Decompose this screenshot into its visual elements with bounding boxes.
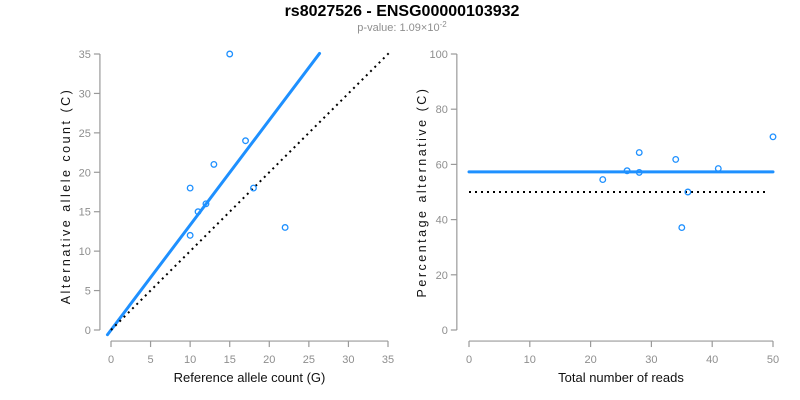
figure-subtitle: p-value: 1.09×10-2 xyxy=(357,20,447,34)
data-point xyxy=(672,155,680,163)
left-scatter-plot: 0 5 10 15 20 25 30 35 0 5 10 15 20 25 30 35 xyxy=(79,49,394,366)
x-tick-label: 40 xyxy=(706,354,718,366)
data-point xyxy=(194,208,202,216)
x-tick-label: 0 xyxy=(108,354,114,366)
y-tick-label: 25 xyxy=(79,128,91,140)
left-y-axis-title: Alternative allele count (C) xyxy=(59,88,73,305)
y-tick-label: 40 xyxy=(436,215,448,227)
figure-title: rs8027526 - ENSG00000103932 xyxy=(285,3,520,20)
y-tick-label: 0 xyxy=(442,325,448,337)
pvalue-text: p-value: 1.09×10 xyxy=(357,22,439,34)
data-point xyxy=(599,176,607,184)
y-tick-label: 80 xyxy=(436,104,448,116)
x-tick-label: 30 xyxy=(645,354,657,366)
y-tick-label: 20 xyxy=(79,167,91,179)
x-tick-label: 30 xyxy=(342,354,354,366)
data-point xyxy=(281,224,289,231)
right-x-axis-title: Total number of reads xyxy=(558,370,684,385)
x-tick-label: 10 xyxy=(184,354,196,366)
x-tick-label: 35 xyxy=(382,354,394,366)
x-tick-label: 10 xyxy=(524,354,536,366)
data-point xyxy=(186,231,194,239)
identity-line xyxy=(110,51,391,331)
x-tick-label: 50 xyxy=(767,354,779,366)
data-point xyxy=(635,168,643,176)
y-tick-label: 20 xyxy=(436,270,448,282)
right-scatter-plot: 0 20 40 60 80 100 0 10 20 30 40 50 xyxy=(429,49,779,366)
x-tick-label: 15 xyxy=(224,354,236,366)
y-tick-label: 5 xyxy=(85,286,91,298)
y-tick-label: 30 xyxy=(79,88,91,100)
data-point xyxy=(202,200,210,208)
y-tick-label: 0 xyxy=(85,325,91,337)
y-tick-label: 60 xyxy=(436,159,448,171)
data-point xyxy=(242,137,249,145)
right-y-axis-title: Percentage alternative (C) xyxy=(415,87,429,298)
data-point xyxy=(769,133,777,141)
regression-line xyxy=(105,51,322,337)
data-point xyxy=(678,224,686,232)
left-x-axis-title: Reference allele count (G) xyxy=(174,370,326,385)
x-tick-label: 5 xyxy=(148,354,154,366)
data-point xyxy=(623,167,631,175)
x-tick-label: 25 xyxy=(303,354,315,366)
data-point xyxy=(635,149,643,156)
y-tick-label: 100 xyxy=(429,49,447,61)
y-tick-label: 10 xyxy=(79,246,91,258)
data-point xyxy=(210,160,218,168)
data-point xyxy=(684,188,692,196)
data-point xyxy=(226,50,234,58)
y-tick-label: 15 xyxy=(79,207,91,219)
x-tick-label: 0 xyxy=(466,354,472,366)
x-tick-label: 20 xyxy=(263,354,275,366)
x-tick-label: 20 xyxy=(584,354,596,366)
y-tick-label: 35 xyxy=(79,49,91,61)
pvalue-exponent: -2 xyxy=(440,20,448,29)
data-point xyxy=(186,184,194,192)
data-point xyxy=(250,184,257,192)
data-point xyxy=(714,165,722,172)
